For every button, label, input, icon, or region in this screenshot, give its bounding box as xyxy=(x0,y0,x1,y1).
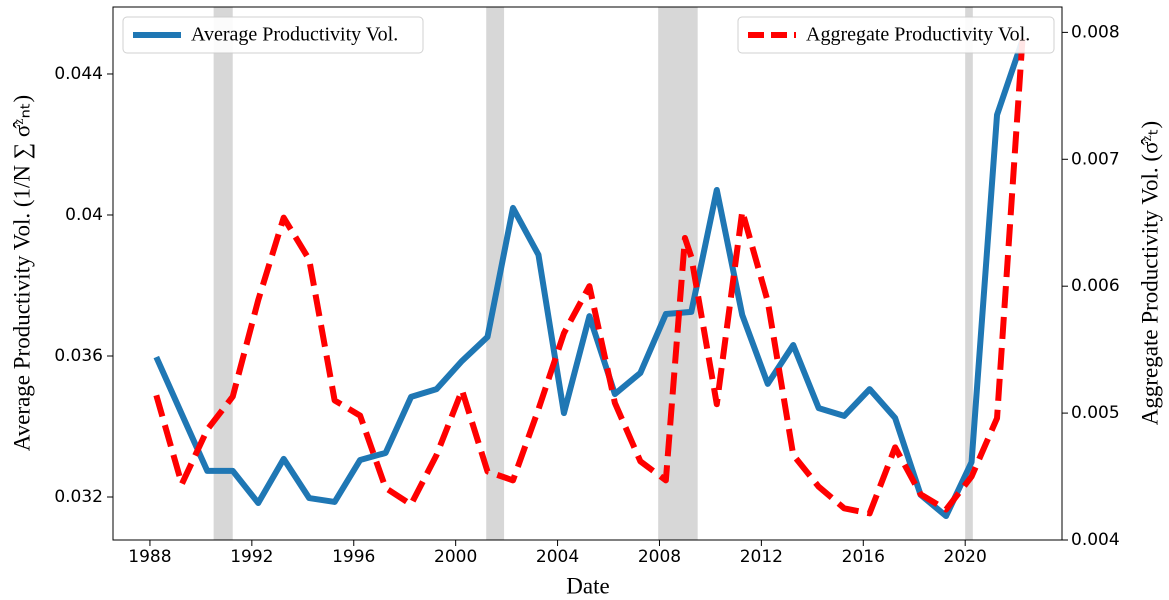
series-line xyxy=(153,38,1026,517)
y-tick-label: 0.036 xyxy=(54,346,103,366)
x-tick-label: 2000 xyxy=(434,547,477,567)
x-tick-label: 1996 xyxy=(332,547,375,567)
y2-tick-label: 0.007 xyxy=(1071,149,1120,169)
series-line xyxy=(153,39,1026,520)
x-tick-label: 2008 xyxy=(638,547,681,567)
x-tick-label: 2012 xyxy=(740,547,783,567)
x-tick-label: 1988 xyxy=(128,547,171,567)
legend-box xyxy=(737,16,1055,54)
legend-box xyxy=(122,16,424,54)
recession-band xyxy=(213,7,233,540)
x-axis-label: Date xyxy=(566,573,609,598)
y-tick-label: 0.04 xyxy=(65,205,103,225)
x-tick-label: 2016 xyxy=(842,547,885,567)
x-tick-label: 2004 xyxy=(536,547,579,567)
y-axis-label: Average Productivity Vol. (1/N ∑ σ̂ᶻₙₜ) xyxy=(9,95,34,451)
legend-label: Average Productivity Vol. xyxy=(191,24,398,46)
x-tick-label: 1992 xyxy=(230,547,273,567)
y2-tick-label: 0.008 xyxy=(1071,22,1120,42)
recession-band xyxy=(486,7,505,540)
recession-band xyxy=(658,7,698,540)
y-tick-label: 0.032 xyxy=(54,487,103,507)
recession-band xyxy=(965,7,973,540)
x-tick-label: 2020 xyxy=(944,547,987,567)
plot-frame xyxy=(112,6,1063,541)
y-tick-label: 0.044 xyxy=(54,64,103,84)
y2-tick-label: 0.005 xyxy=(1071,403,1120,423)
y2-tick-label: 0.006 xyxy=(1071,276,1120,296)
y2-tick-label: 0.004 xyxy=(1071,530,1120,550)
y2-axis-label: Aggregate Productivity Vol. (σ̂ᶻₜ) xyxy=(1137,121,1162,425)
legend-label: Aggregate Productivity Vol. xyxy=(806,24,1030,46)
